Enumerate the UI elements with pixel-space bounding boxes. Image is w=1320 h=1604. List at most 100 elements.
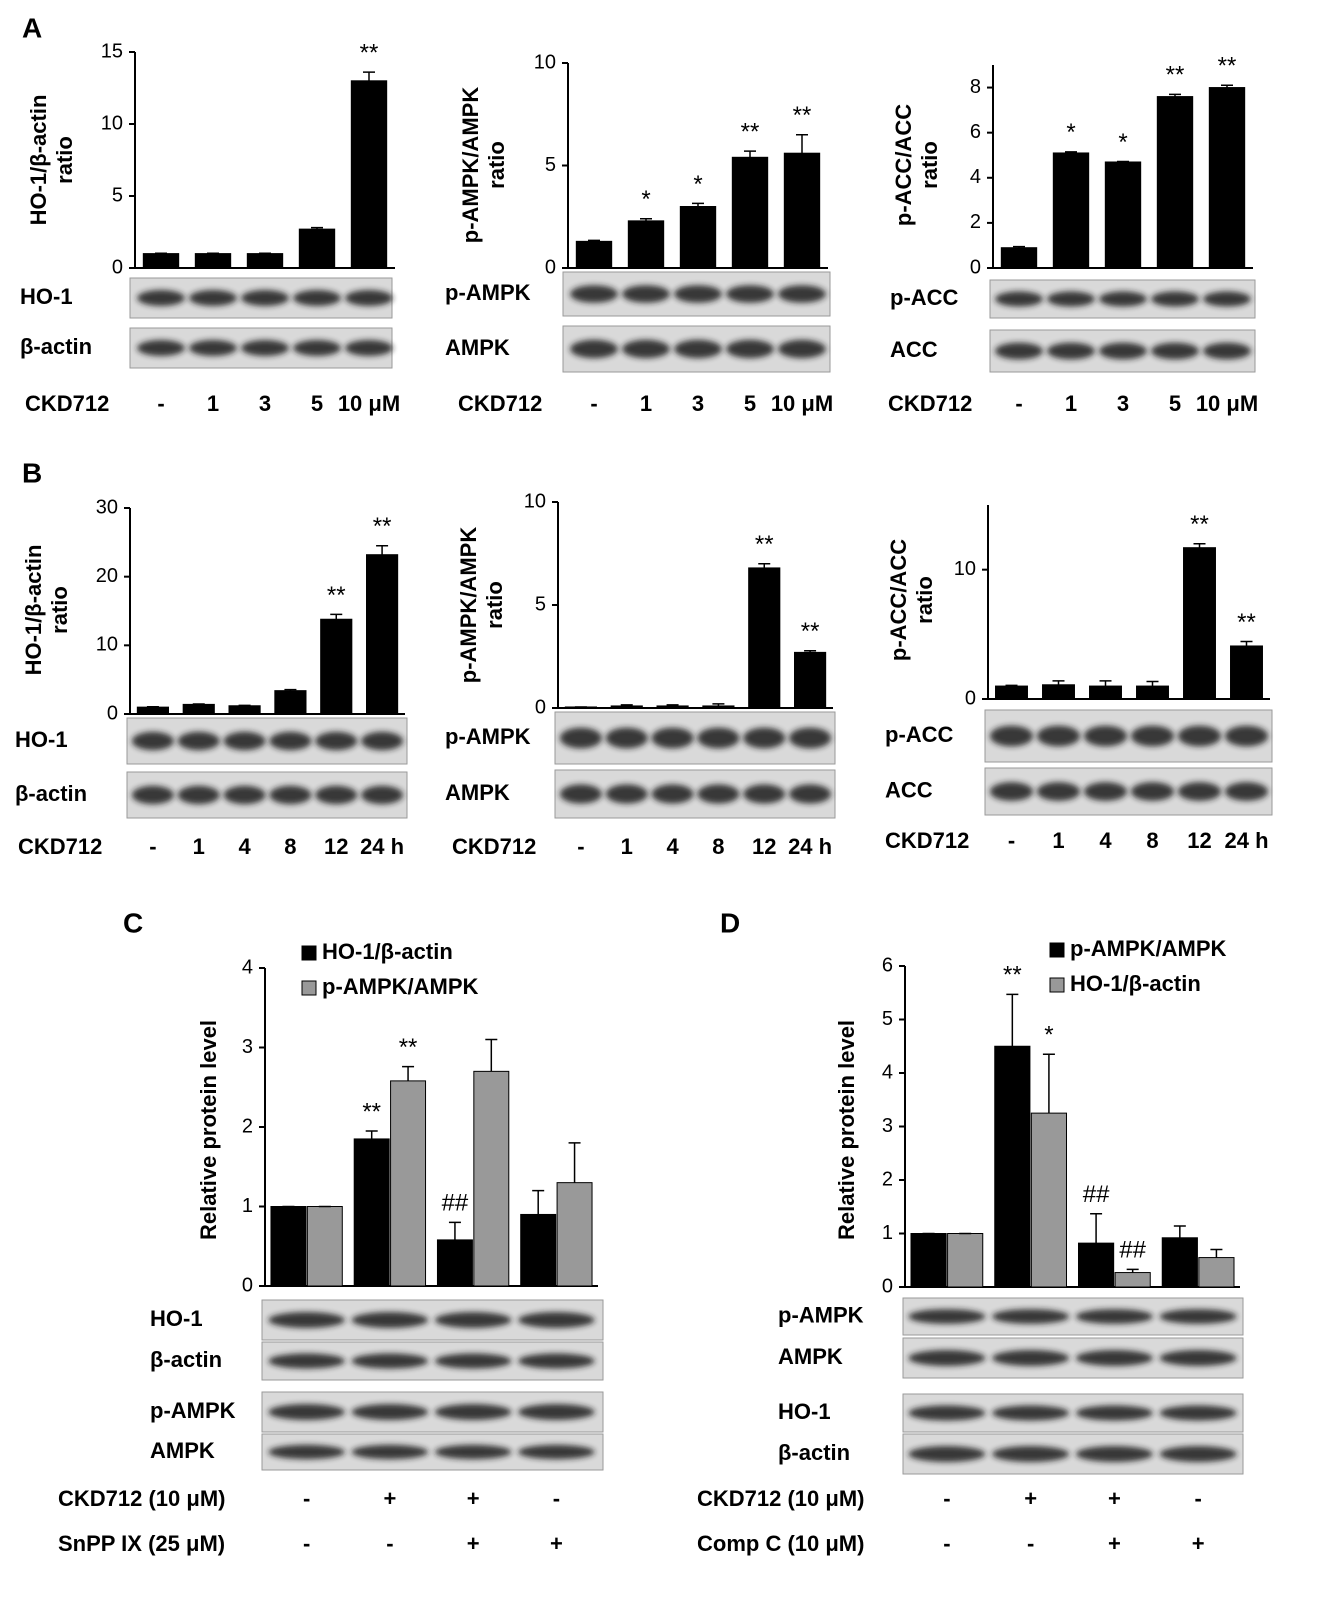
blot-band bbox=[697, 784, 740, 804]
treatment-value: + bbox=[467, 1531, 480, 1556]
y-tick-label: 6 bbox=[882, 954, 893, 976]
blot-band bbox=[570, 339, 618, 359]
bar bbox=[910, 1233, 947, 1288]
significance-label: ** bbox=[755, 531, 774, 558]
x-axis-label: CKD712 bbox=[885, 828, 969, 853]
x-tick-label: - bbox=[590, 391, 597, 416]
error-bar bbox=[1099, 680, 1112, 687]
bar bbox=[610, 705, 643, 709]
bar bbox=[1114, 1272, 1151, 1288]
bar bbox=[1230, 645, 1263, 700]
blot-label: AMPK bbox=[445, 780, 510, 805]
bar bbox=[679, 206, 717, 269]
blot-label: p-ACC bbox=[885, 722, 954, 747]
y-tick-label: 4 bbox=[970, 166, 981, 188]
bar bbox=[1161, 1237, 1198, 1288]
blot-band bbox=[605, 784, 648, 804]
blot-band bbox=[726, 285, 774, 303]
blot-label: p-AMPK bbox=[778, 1302, 864, 1327]
blot-band bbox=[269, 731, 312, 751]
y-tick-label: 10 bbox=[101, 112, 123, 134]
significance-label: ** bbox=[1166, 62, 1185, 89]
blot-label: ACC bbox=[890, 337, 938, 362]
y-tick-label: 15 bbox=[101, 40, 123, 62]
bar bbox=[436, 1239, 473, 1287]
y-axis-label: Relative protein level bbox=[196, 1020, 221, 1240]
y-tick-label: 4 bbox=[242, 956, 253, 978]
blot-band bbox=[361, 731, 404, 751]
error-bar bbox=[744, 150, 756, 158]
blot-band bbox=[345, 340, 393, 356]
bar bbox=[794, 651, 827, 709]
error-bar bbox=[363, 71, 375, 81]
error-bar bbox=[1169, 93, 1181, 97]
blot-band bbox=[726, 339, 774, 359]
x-tick-label: 8 bbox=[1146, 828, 1158, 853]
y-axis-label: p-ACC/ACC bbox=[891, 104, 916, 226]
bar bbox=[1077, 1242, 1115, 1288]
blot-band bbox=[697, 727, 740, 749]
x-axis-label: CKD712 bbox=[25, 391, 109, 416]
blot-label: ACC bbox=[885, 777, 933, 802]
legend-swatch bbox=[1049, 942, 1065, 958]
y-tick-label: 0 bbox=[112, 256, 123, 278]
error-bar bbox=[365, 1130, 378, 1139]
error-bar bbox=[1005, 684, 1018, 687]
panel-label: D bbox=[720, 907, 740, 938]
blot-band bbox=[1203, 291, 1251, 307]
blot-label: AMPK bbox=[150, 1438, 215, 1463]
y-tick-label: 1 bbox=[882, 1222, 893, 1244]
treatment-value: + bbox=[550, 1531, 563, 1556]
error-bar bbox=[1052, 680, 1065, 685]
blot-band bbox=[434, 1444, 512, 1460]
blot-band bbox=[241, 290, 289, 306]
blot-band bbox=[1047, 291, 1095, 307]
blot-label: p-AMPK bbox=[150, 1398, 236, 1423]
blot-band bbox=[434, 1404, 512, 1420]
y-tick-label: 5 bbox=[882, 1008, 893, 1030]
error-bar bbox=[1193, 543, 1206, 548]
blot-band bbox=[351, 1353, 429, 1369]
blot-band bbox=[570, 285, 618, 303]
bar bbox=[1208, 87, 1246, 269]
blot-band bbox=[743, 784, 786, 804]
blot-band bbox=[434, 1312, 512, 1328]
blot-band bbox=[268, 1444, 345, 1460]
blot-band bbox=[908, 1446, 986, 1462]
blot-band bbox=[789, 727, 832, 749]
blot-band bbox=[992, 1446, 1070, 1462]
blot-band bbox=[189, 290, 237, 306]
x-tick-label: 8 bbox=[284, 834, 296, 859]
blot-band bbox=[223, 785, 266, 805]
x-tick-label: 1 bbox=[1052, 828, 1064, 853]
blot-band bbox=[559, 727, 603, 749]
x-axis-label: CKD712 bbox=[888, 391, 972, 416]
legend-swatch bbox=[1049, 977, 1065, 993]
significance-label: * bbox=[1118, 129, 1127, 156]
blot-band bbox=[351, 1404, 429, 1420]
significance-label: ** bbox=[741, 118, 760, 145]
y-tick-label: 3 bbox=[882, 1115, 893, 1137]
blot-band bbox=[1083, 725, 1128, 747]
error-bar bbox=[311, 226, 323, 230]
treatment-label: Comp C (10 μM) bbox=[697, 1531, 864, 1556]
y-tick-label: 0 bbox=[882, 1275, 893, 1297]
legend-label: HO-1/β-actin bbox=[322, 939, 453, 964]
bar bbox=[270, 1206, 307, 1287]
x-tick-label: 1 bbox=[621, 834, 633, 859]
x-tick-label: 1 bbox=[640, 391, 652, 416]
legend-label: p-AMPK/AMPK bbox=[1070, 936, 1227, 961]
panel-label: C bbox=[123, 907, 143, 938]
blot-band bbox=[1177, 725, 1222, 747]
blot-band bbox=[1224, 725, 1269, 747]
y-tick-label: 0 bbox=[535, 696, 546, 718]
error-bar bbox=[640, 218, 652, 221]
bar bbox=[142, 253, 180, 269]
x-tick-label: - bbox=[1015, 391, 1022, 416]
y-axis-label: ratio bbox=[917, 141, 942, 189]
blot-band bbox=[293, 340, 341, 356]
blot-band bbox=[1159, 1446, 1237, 1462]
bar bbox=[656, 705, 689, 709]
blot-band bbox=[778, 285, 826, 303]
treatment-value: - bbox=[303, 1531, 310, 1556]
